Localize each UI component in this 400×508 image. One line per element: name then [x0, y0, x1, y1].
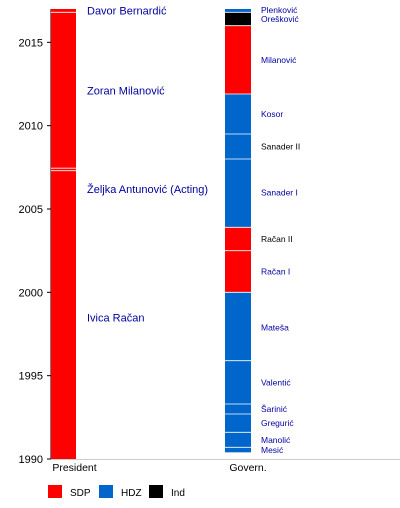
- y-tick-label: 1995: [19, 371, 43, 383]
- government-bar: [225, 250, 251, 293]
- government-name-label: Račan II: [261, 234, 293, 244]
- column-name-label: President: [52, 462, 96, 474]
- y-tick-label: 2000: [19, 287, 43, 299]
- legend-label: Ind: [171, 488, 185, 499]
- legend-swatch: [99, 485, 113, 498]
- president-bar: [51, 170, 76, 459]
- government-name-label: Mateša: [261, 322, 289, 332]
- government-name-label: Mesić: [261, 445, 284, 455]
- president-labels: Ivica Račan Željka Antunović (Acting) Zora…: [87, 6, 208, 325]
- government-bar: [225, 94, 251, 134]
- y-tick-label: 2010: [19, 121, 43, 133]
- president-name-label: Željka Antunović (Acting): [87, 183, 208, 196]
- government-name-label: Gregurić: [261, 418, 294, 428]
- president-bars: [51, 9, 76, 459]
- government-name-label: Šarinić: [261, 404, 288, 414]
- government-name-label: Sanader II: [261, 142, 300, 152]
- government-bar: [225, 227, 251, 251]
- president-bar: [51, 9, 76, 13]
- government-bar: [225, 404, 251, 414]
- government-bar: [225, 9, 251, 13]
- column-names: President Govern.: [52, 462, 266, 474]
- y-tick-label: 2015: [19, 37, 43, 49]
- government-bar: [225, 432, 251, 448]
- government-name-label: Manolić: [261, 435, 291, 445]
- government-bar: [225, 25, 251, 95]
- government-name-label: Račan I: [261, 267, 290, 277]
- government-name-label: Kosor: [261, 109, 283, 119]
- government-bar: [225, 447, 251, 453]
- government-name-label: Plenković: [261, 5, 298, 15]
- government-bar: [225, 414, 251, 433]
- president-name-label: Ivica Račan: [87, 312, 144, 324]
- president-name-label: Zoran Milanović: [87, 86, 165, 98]
- legend-label: SDP: [70, 488, 91, 499]
- president-bar: [51, 168, 76, 171]
- column-name-label: Govern.: [229, 462, 266, 474]
- y-tick-label: 2005: [19, 204, 43, 216]
- president-bar: [51, 12, 76, 169]
- government-bar: [225, 292, 251, 361]
- government-bar: [225, 360, 251, 404]
- legend-swatch: [149, 485, 163, 498]
- government-name-label: Sanader I: [261, 187, 298, 197]
- government-bar: [225, 134, 251, 159]
- government-bar: [225, 159, 251, 228]
- government-name-label: Valentić: [261, 377, 291, 387]
- government-bar: [225, 12, 251, 26]
- president-name-label: Davor Bernardić: [87, 6, 167, 18]
- government-name-label: Milanović: [261, 55, 297, 65]
- legend-label: HDZ: [121, 488, 142, 499]
- legend: SDP HDZ Ind: [48, 485, 185, 499]
- legend-swatch: [48, 485, 62, 498]
- government-bars: [225, 9, 251, 453]
- government-name-label: Orešković: [261, 14, 300, 24]
- y-tick-label: 1990: [19, 454, 43, 466]
